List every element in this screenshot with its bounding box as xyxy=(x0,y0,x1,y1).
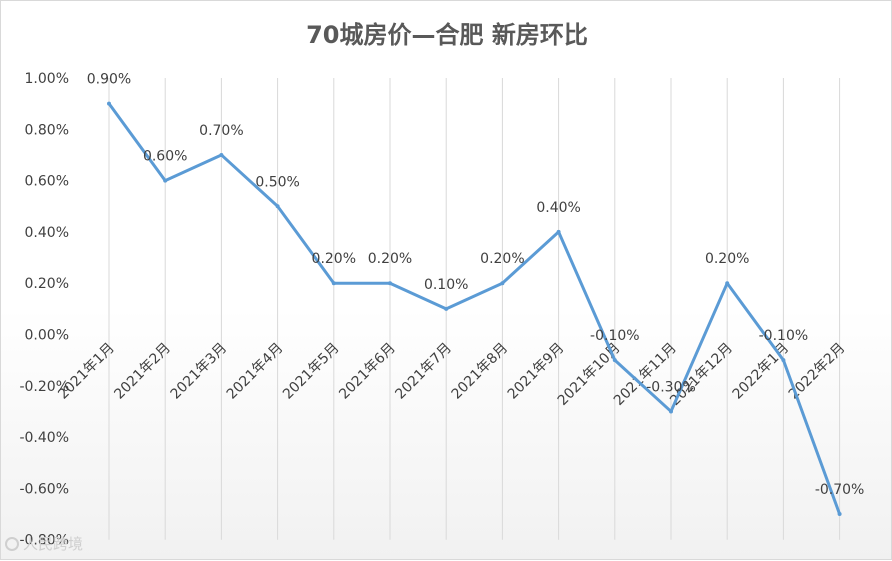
data-label: 0.20% xyxy=(705,251,749,267)
data-label: -0.10% xyxy=(590,328,640,344)
data-label: 0.60% xyxy=(143,149,187,165)
series-line xyxy=(107,101,842,517)
y-axis: 1.00% 0.80% 0.60% 0.40% 0.20% 0.00% -0.20% -0.4… xyxy=(19,71,69,549)
data-point xyxy=(107,101,111,106)
y-tick-label: -0.20% xyxy=(19,379,69,395)
y-tick-label: 0.40% xyxy=(25,225,69,241)
x-tick-label: 2021年1月 xyxy=(55,340,118,403)
data-label: 0.10% xyxy=(424,277,468,293)
data-point xyxy=(500,281,505,286)
data-point xyxy=(163,178,168,183)
x-tick-label: 2021年3月 xyxy=(168,340,231,403)
x-axis: 2021年1月2021年2月2021年3月2021年4月2021年5月2021年… xyxy=(55,340,848,409)
y-tick-label: 0.60% xyxy=(25,174,69,190)
data-point xyxy=(725,281,730,286)
data-point xyxy=(331,281,336,286)
y-tick-label: 0.00% xyxy=(25,328,69,344)
y-tick-label: -0.60% xyxy=(19,481,69,497)
data-labels: 0.90% 0.60% 0.70% 0.50% 0.20% 0.20% 0.10% 0.20%… xyxy=(87,72,865,498)
data-label: 0.20% xyxy=(480,251,524,267)
data-point xyxy=(781,358,786,363)
data-label: -0.70% xyxy=(815,482,865,498)
data-label: -0.10% xyxy=(759,328,809,344)
data-point xyxy=(837,512,842,517)
data-point xyxy=(556,229,561,234)
data-label: 0.90% xyxy=(87,72,131,88)
data-point xyxy=(219,152,224,157)
y-tick-label: -0.80% xyxy=(19,533,69,549)
y-tick-label: 0.80% xyxy=(25,122,69,138)
x-tick-label: 2021年7月 xyxy=(392,340,455,403)
x-tick-label: 2022年1月 xyxy=(730,340,793,403)
data-label: 0.20% xyxy=(368,251,412,267)
data-point xyxy=(669,409,673,414)
watermark-text: 人民跨境 xyxy=(23,535,84,553)
data-point xyxy=(444,306,449,311)
x-tick-label: 2021年4月 xyxy=(224,340,287,403)
y-tick-label: 0.20% xyxy=(25,276,69,292)
series-polyline xyxy=(107,102,842,516)
data-point xyxy=(275,204,280,209)
y-tick-label: -0.40% xyxy=(19,430,69,446)
data-point xyxy=(388,281,392,286)
x-tick-label: 2021年8月 xyxy=(449,340,512,403)
data-label: 0.20% xyxy=(312,251,356,267)
data-point xyxy=(612,358,617,363)
x-tick-label: 2021年5月 xyxy=(280,340,343,403)
circle-logo-icon xyxy=(5,536,19,551)
chart-title: 70城房价—合肥 新房环比 xyxy=(306,21,588,49)
y-tick-label: 1.00% xyxy=(25,71,69,87)
data-label: 0.50% xyxy=(255,174,299,190)
data-label: 0.40% xyxy=(536,200,580,216)
watermark: 人民跨境 xyxy=(5,533,83,554)
grid-lines xyxy=(108,78,841,540)
x-tick-label: 2021年6月 xyxy=(336,340,399,403)
data-label: -0.30% xyxy=(646,379,696,395)
data-label: 0.70% xyxy=(199,123,243,139)
x-tick-label: 2021年2月 xyxy=(111,340,174,403)
